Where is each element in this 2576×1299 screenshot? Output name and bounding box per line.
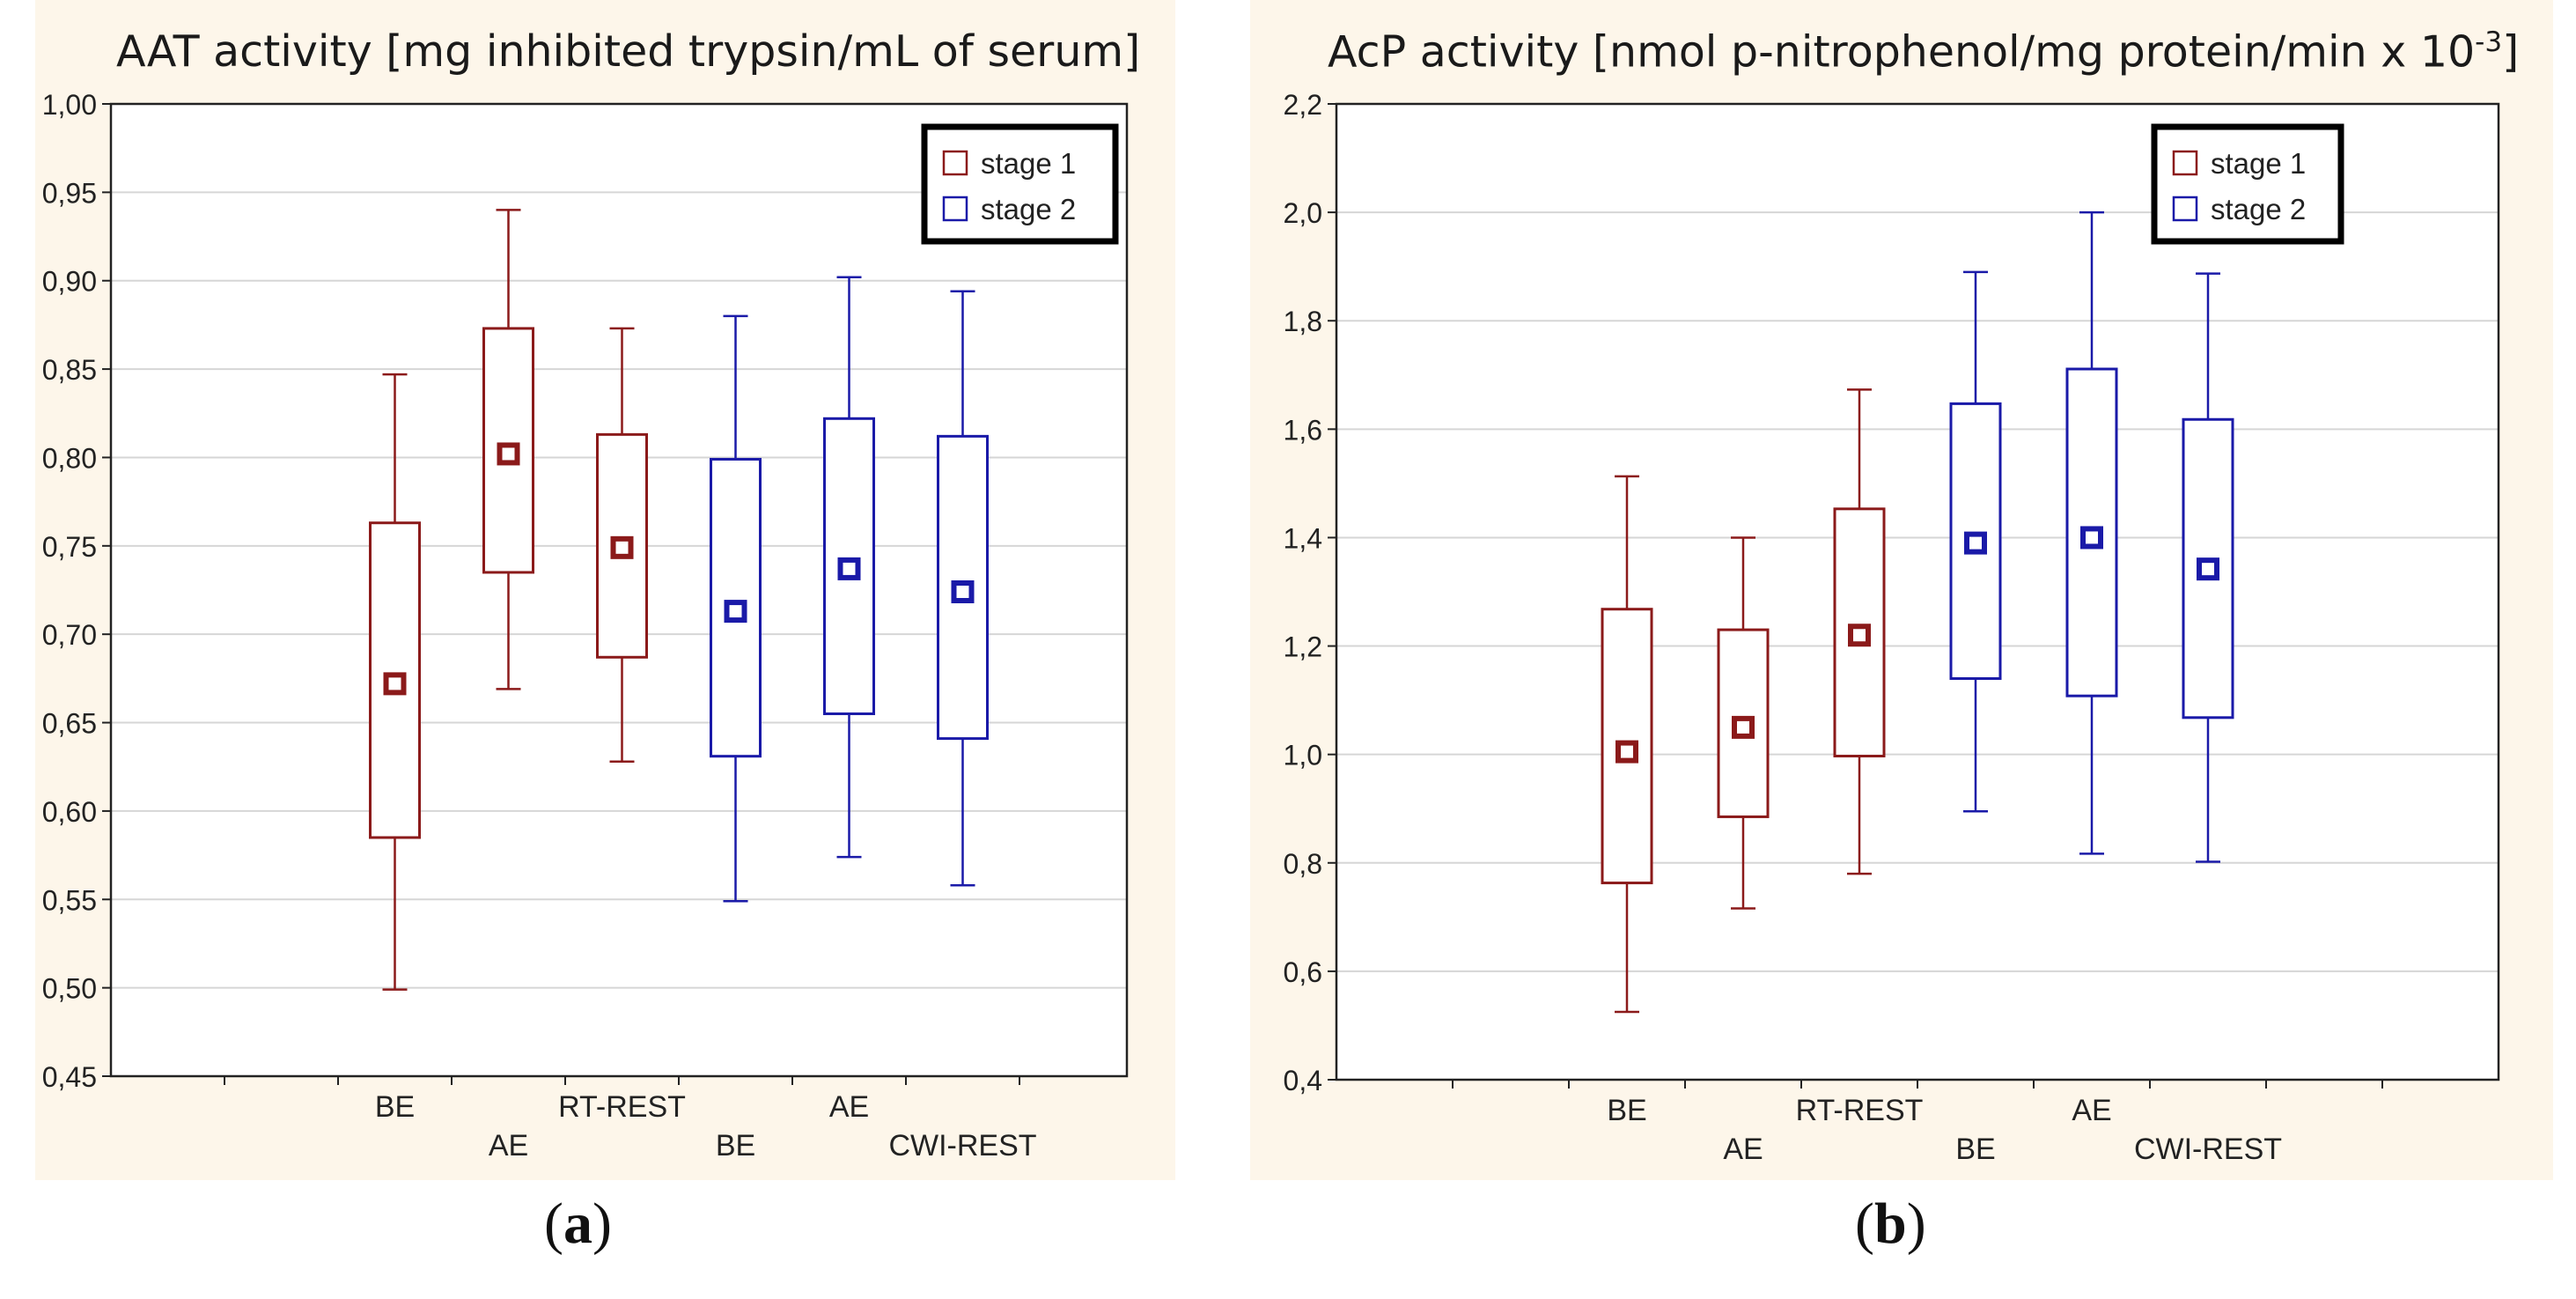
y-tick-label-b: 0,8 [1284,848,1322,880]
subfigure-label-a: (a) [544,1192,612,1256]
y-tick-label-a: 0,90 [42,266,97,298]
y-tick-label-a: 0,95 [42,177,97,209]
center-marker-a [837,557,861,580]
y-tick-label-b: 0,6 [1284,956,1322,988]
y-tick-label-a: 0,50 [42,973,97,1005]
legend-swatch-a [942,196,968,222]
plot-area-a: 0,45 0,50 0,55 0,60 0,65 0,70 0,75 0,80 0,85 0,90… [42,89,1129,1162]
center-marker-b [1732,715,1755,739]
plot-background-b [1336,104,2499,1080]
y-tick-label-b: 1,4 [1284,522,1322,554]
y-tick-label-a: 0,70 [42,619,97,651]
legend-swatch-b [2172,196,2198,222]
x-category-label-a: BE [716,1129,755,1162]
legend-swatch-b [2172,150,2198,176]
x-category-label-a: RT-REST [558,1090,686,1124]
center-marker-a [724,600,747,624]
x-category-label-b: RT-REST [1796,1094,1924,1127]
center-marker-b [2080,526,2103,550]
chart-title-b: AcP activity [nmol p-nitrophenol/mg prot… [1328,26,2519,77]
y-tick-label-b: 1,2 [1284,631,1322,663]
x-category-label-a: AE [829,1090,869,1124]
legend-label-a: stage 2 [981,193,1076,225]
y-tick-label-b: 2,0 [1284,197,1322,229]
y-tick-label-a: 1,00 [42,89,97,121]
legend-box-a [921,123,1119,245]
legend-swatch-a [942,150,968,176]
y-tick-label-b: 1,6 [1284,414,1322,446]
y-tick-label-a: 0,75 [42,531,97,563]
chart-title-a: AAT activity [mg inhibited trypsin/mL of… [116,26,1141,77]
y-tick-label-b: 1,0 [1284,740,1322,771]
plot-area-b: 0,4 0,6 0,8 1,0 1,2 1,4 1,6 1,8 2,0 2,2 BE AE RT-RES… [1284,89,2500,1166]
x-category-label-b: CWI-REST [2134,1133,2282,1166]
center-marker-b [1848,624,1871,647]
y-tick-label-b: 2,2 [1284,89,1322,121]
y-tick-label-a: 0,85 [42,354,97,386]
x-category-label-a: BE [375,1090,415,1124]
chart-title-b-end: ] [2502,26,2520,77]
x-category-label-b: BE [1607,1094,1646,1127]
center-marker-a [497,442,520,466]
chart-panel-a: AAT activity [mg inhibited trypsin/mL of… [35,0,1175,1180]
x-category-label-b: AE [2072,1094,2111,1127]
subfigure-label-b: (b) [1855,1192,1926,1256]
y-tick-label-a: 0,55 [42,884,97,916]
legend-box-b [2151,123,2344,245]
center-marker-b [1616,740,1638,764]
box-b [1601,608,1653,885]
plot-frame-b [1335,102,2500,1081]
center-marker-a [951,580,975,604]
center-marker-a [383,672,407,696]
legend-label-b: stage 2 [2211,193,2306,225]
chart-panel-b: AcP activity [nmol p-nitrophenol/mg prot… [1250,0,2553,1180]
x-category-label-a: AE [489,1129,528,1162]
center-marker-b [2197,557,2219,581]
x-category-label-b: AE [1723,1133,1763,1166]
chart-title-b-text: AcP activity [nmol p-nitrophenol/mg prot… [1328,26,2476,77]
legend-label-a: stage 1 [981,147,1076,180]
center-marker-a [610,535,634,559]
y-tick-label-a: 0,60 [42,796,97,828]
chart-title-b-exponent: -3 [2475,26,2503,58]
legend-label-b: stage 1 [2211,147,2306,180]
y-tick-label-b: 0,4 [1284,1065,1322,1096]
plot-frame-a [109,102,1129,1078]
y-tick-label-b: 1,8 [1284,306,1322,337]
center-marker-b [1964,531,1987,555]
y-tick-label-a: 0,65 [42,708,97,740]
y-tick-label-a: 0,80 [42,442,97,474]
x-category-label-a: CWI-REST [888,1129,1036,1162]
y-tick-label-a: 0,45 [42,1061,97,1093]
x-category-label-b: BE [1955,1133,1995,1166]
